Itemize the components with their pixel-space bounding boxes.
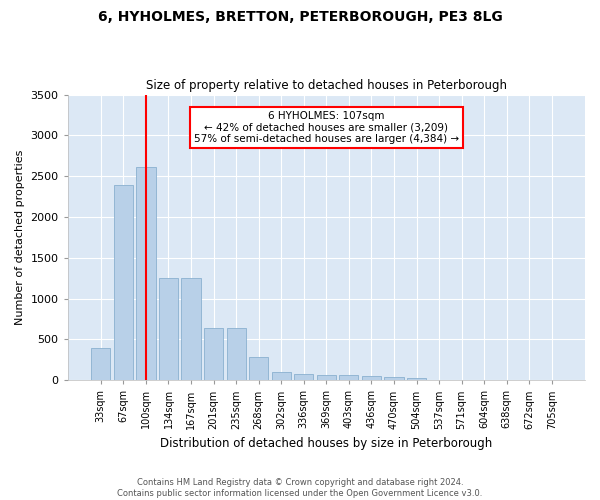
Bar <box>272 372 291 380</box>
Bar <box>159 278 178 380</box>
Text: Contains HM Land Registry data © Crown copyright and database right 2024.
Contai: Contains HM Land Registry data © Crown c… <box>118 478 482 498</box>
Text: 6, HYHOLMES, BRETTON, PETERBOROUGH, PE3 8LG: 6, HYHOLMES, BRETTON, PETERBOROUGH, PE3 … <box>98 10 502 24</box>
Y-axis label: Number of detached properties: Number of detached properties <box>15 150 25 325</box>
Bar <box>181 278 200 380</box>
Bar <box>340 376 358 380</box>
Bar <box>294 374 313 380</box>
Bar <box>91 348 110 380</box>
Bar <box>249 358 268 380</box>
Bar <box>317 375 336 380</box>
Bar <box>204 328 223 380</box>
Bar <box>227 328 246 380</box>
Bar <box>407 378 426 380</box>
Bar <box>362 376 381 380</box>
Bar <box>136 167 155 380</box>
X-axis label: Distribution of detached houses by size in Peterborough: Distribution of detached houses by size … <box>160 437 493 450</box>
Title: Size of property relative to detached houses in Peterborough: Size of property relative to detached ho… <box>146 79 507 92</box>
Text: 6 HYHOLMES: 107sqm
← 42% of detached houses are smaller (3,209)
57% of semi-deta: 6 HYHOLMES: 107sqm ← 42% of detached hou… <box>194 111 459 144</box>
Bar <box>114 185 133 380</box>
Bar <box>385 377 404 380</box>
